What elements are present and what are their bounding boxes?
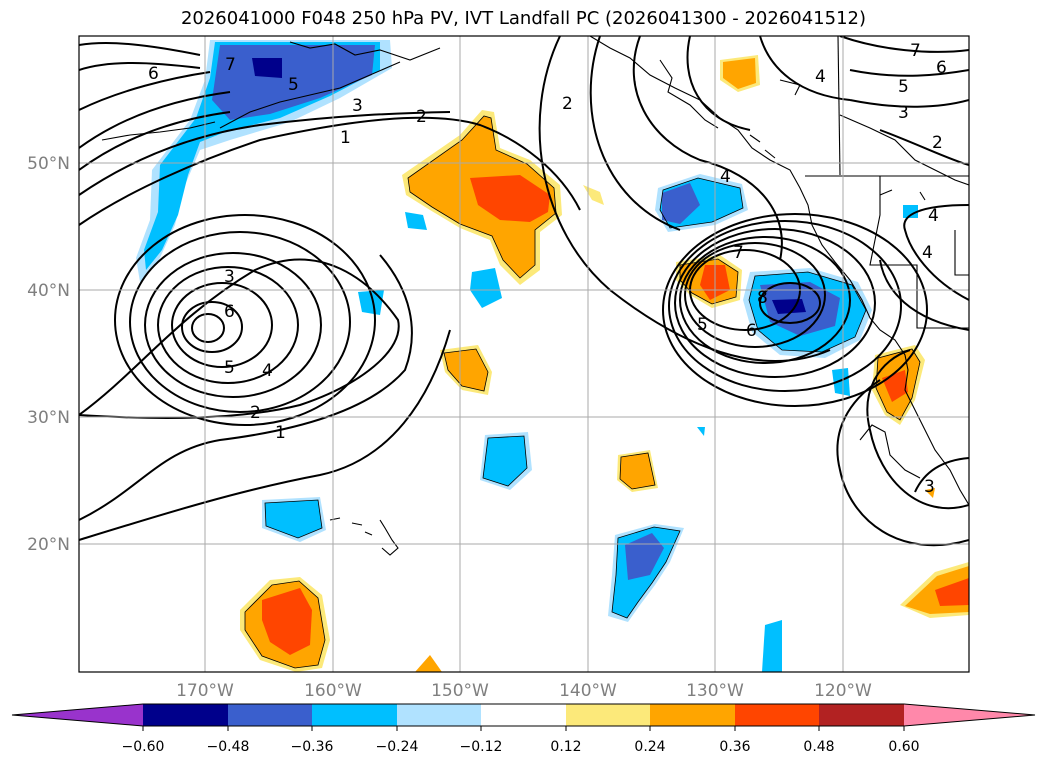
contour-label: 3 <box>352 96 363 116</box>
lat-label: 40°N <box>27 281 70 301</box>
pv-contours <box>79 36 969 547</box>
colorbar-segment <box>228 704 312 726</box>
colorbar-extend-low <box>12 704 143 726</box>
lat-label: 50°N <box>27 154 70 174</box>
contour-label: 6 <box>936 58 947 78</box>
contour-labels: 6 7 5 3 1 2 3 6 5 4 2 1 2 4 7 5 6 8 4 7 … <box>148 41 947 497</box>
lat-label: 20°N <box>27 535 70 555</box>
longitude-labels: 170°W 160°W 150°W 140°W 130°W 120°W <box>176 681 872 701</box>
colorbar-segment <box>650 704 735 726</box>
colorbar-tick-label: −0.60 <box>122 739 165 755</box>
colorbar-tick-label: −0.48 <box>207 739 250 755</box>
contour-label: 4 <box>815 67 826 87</box>
lon-label: 160°W <box>304 681 362 701</box>
shading-outlines <box>244 115 921 669</box>
contour-label: 7 <box>733 243 744 263</box>
colorbar-tick-label: 0.60 <box>888 739 919 755</box>
colorbar-tick-label: 0.12 <box>550 739 581 755</box>
contour-label: 4 <box>922 243 933 263</box>
latitude-labels: 50°N 40°N 30°N 20°N <box>27 154 70 555</box>
colorbar-segment <box>735 704 819 726</box>
colorbar-segment <box>481 704 566 726</box>
colorbar-segment <box>312 704 397 726</box>
contour-label: 2 <box>562 94 573 114</box>
colorbar-tick-label: 0.48 <box>803 739 834 755</box>
colorbar-tick-label: −0.24 <box>376 739 419 755</box>
contour-label: 6 <box>224 302 235 322</box>
colorbar-tick-label: 0.36 <box>719 739 750 755</box>
contour-label: 4 <box>262 361 273 381</box>
lon-label: 130°W <box>686 681 744 701</box>
contour-label: 3 <box>924 477 935 497</box>
contour-label: 2 <box>250 403 261 423</box>
contour-label: 5 <box>697 315 708 335</box>
colorbar-extend-high <box>904 704 1035 726</box>
contour-label: 8 <box>757 288 768 308</box>
colorbar-tick-labels: −0.60 −0.48 −0.36 −0.24 −0.12 0.12 0.24 … <box>122 739 920 755</box>
contour-label: 3 <box>224 267 235 287</box>
map-frame <box>78 35 970 673</box>
negative-anomaly-shading <box>136 40 918 672</box>
contour-label: 1 <box>340 128 351 148</box>
map-title: 2026041000 F048 250 hPa PV, IVT Landfall… <box>180 8 867 29</box>
contour-label: 5 <box>288 75 299 95</box>
contour-label: 7 <box>910 41 921 61</box>
colorbar-segment <box>819 704 904 726</box>
colorbar-segment <box>566 704 650 726</box>
colorbar-tick-label: −0.36 <box>291 739 334 755</box>
colorbar-segment <box>143 704 228 726</box>
contour-label: 7 <box>225 55 236 75</box>
contour-label: 1 <box>275 423 286 443</box>
lon-label: 140°W <box>559 681 617 701</box>
contour-label: 4 <box>720 167 731 187</box>
lat-label: 30°N <box>27 408 70 428</box>
contour-label: 3 <box>898 103 909 123</box>
contour-label: 4 <box>928 206 939 226</box>
lon-label: 170°W <box>176 681 234 701</box>
colorbar-tick-label: −0.12 <box>460 739 503 755</box>
contour-label: 2 <box>932 133 943 153</box>
contour-label: 6 <box>148 64 159 84</box>
lon-label: 150°W <box>431 681 489 701</box>
colorbar-tick-label: 0.24 <box>634 739 665 755</box>
lon-label: 120°W <box>814 681 872 701</box>
colorbar-segment <box>397 704 481 726</box>
contour-label: 6 <box>746 321 757 341</box>
colorbar <box>11 703 1036 731</box>
contour-label: 5 <box>898 77 909 97</box>
contour-label: 2 <box>416 107 427 127</box>
gridlines <box>79 36 969 672</box>
contour-label: 5 <box>224 358 235 378</box>
